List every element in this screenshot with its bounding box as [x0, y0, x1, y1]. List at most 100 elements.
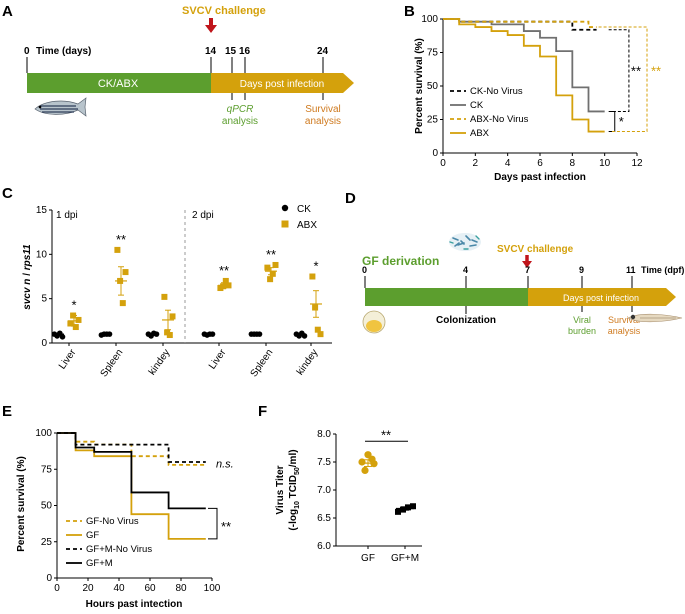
y-tick-label-c: 15 — [36, 205, 48, 216]
y-axis-label-part-f: (-log — [288, 509, 299, 531]
category-label-c: kindey — [295, 347, 321, 377]
infection-label: Days post infection — [240, 79, 325, 90]
y-tick-label-b: 100 — [421, 14, 438, 25]
point-ck — [59, 333, 66, 340]
panel-d-label: D — [345, 190, 356, 207]
y-tick-label-f: 8.0 — [317, 429, 331, 440]
tick-d-label-9: 9 — [579, 265, 584, 275]
legend-label-b: CK-No Virus — [470, 86, 523, 97]
zebrafish-embryo-icon — [362, 310, 386, 334]
y-axis-label-part-c: rps11 — [22, 244, 33, 270]
significance-f: ** — [381, 427, 391, 442]
point-abx — [119, 300, 126, 307]
legend-label-c: CK — [297, 204, 311, 215]
zebrafish-adult-icon — [34, 97, 87, 117]
qpcr-label: qPCR — [227, 104, 254, 115]
x-tick-label-b: 10 — [599, 158, 611, 169]
panel-f-label: F — [258, 403, 267, 420]
panel-a-label: A — [2, 3, 13, 20]
red-down-arrow-icon — [522, 255, 532, 268]
significance-b: ** — [631, 63, 641, 78]
microbe-cluster-icon — [449, 233, 481, 251]
x-tick-label-e: 40 — [113, 583, 125, 594]
panel-a: A SVCV challenge 0 Time (days) 14 15 16 … — [2, 3, 354, 127]
y-axis-label-c: svcv n / rps11 — [22, 244, 33, 310]
series-line-b — [443, 18, 605, 113]
red-down-arrow-icon — [205, 18, 217, 33]
category-label-c: Spleen — [99, 347, 126, 379]
x-tick-label-e: 80 — [175, 583, 187, 594]
point-gfm — [400, 506, 406, 513]
category-label-f: GF — [361, 553, 375, 564]
category-label-f: GF+M — [391, 553, 419, 564]
y-axis-label-part-f: TCID — [288, 475, 299, 501]
point-gfm — [395, 508, 401, 515]
panel-f: F 6.0 6.5 7.0 7.5 8.0 GF GF+M Virus Titer(-log1… — [258, 403, 422, 564]
significance-e: ** — [221, 519, 231, 534]
significance-bracket-e — [208, 507, 218, 540]
significance-b: ** — [651, 63, 661, 78]
time-label: Time (days) — [36, 46, 91, 57]
panel-e: E 0 25 50 75 100 0 20 40 60 80 100 Hours past intec… — [2, 403, 234, 610]
significance-bracket-b — [608, 29, 630, 112]
point-abx — [166, 332, 173, 339]
y-tick-label-f: 6.0 — [317, 541, 331, 552]
point-abx — [67, 320, 74, 327]
legend-label-c: ABX — [297, 220, 317, 231]
y-axis-label-part-f: /ml) — [288, 449, 299, 467]
point-abx — [309, 273, 316, 280]
point-abx — [169, 313, 176, 320]
y-axis-label-part-f: 10 — [294, 501, 301, 509]
legend-marker-c — [281, 220, 289, 228]
treatment-label: CK/ABX — [98, 78, 139, 90]
panel-e-label: E — [2, 403, 12, 420]
infection-bar — [211, 73, 354, 93]
point-abx — [220, 283, 227, 290]
significance-bracket-b — [598, 26, 648, 133]
point-abx — [114, 246, 121, 253]
point-gf — [361, 466, 369, 474]
expression-chart-c: 0 5 10 15 1 dpi 2 dpi svcv n / rps11 Liver Splee… — [22, 204, 332, 379]
point-abx — [272, 261, 279, 268]
qpcr-label-2: analysis — [222, 116, 258, 127]
y-tick-label-b: 50 — [427, 81, 439, 92]
point-abx — [267, 276, 274, 283]
x-axis-label-e: Hours past intection — [86, 599, 183, 610]
viral-burden-label-2: burden — [568, 326, 596, 336]
legend-marker-c — [281, 204, 289, 212]
x-tick-label-e: 100 — [204, 583, 221, 594]
category-label-c: Liver — [207, 347, 229, 372]
y-axis-label-f-2: (-log10 TCID50/ml) — [288, 449, 301, 530]
point-abx — [122, 269, 129, 276]
legend-label-e: GF-No Virus — [86, 516, 139, 527]
point-gf — [368, 455, 376, 463]
y-tick-label-b: 75 — [427, 48, 439, 59]
y-tick-label-c: 10 — [36, 249, 48, 260]
series-line-b — [443, 18, 605, 133]
point-gfm — [405, 504, 411, 511]
tick-label-24: 24 — [317, 46, 329, 57]
point-abx — [269, 270, 276, 277]
category-label-c: Spleen — [249, 347, 276, 379]
treatment-bar — [27, 73, 211, 93]
colonization-label: Colonization — [436, 315, 496, 326]
panel-c: C 0 5 10 15 1 dpi 2 dpi svcv n / rps11 Liver Spl… — [2, 185, 332, 379]
y-tick-label-f: 7.5 — [317, 457, 331, 468]
survival-chart-e: 0 25 50 75 100 0 20 40 60 80 100 Hours past intecti… — [16, 428, 234, 610]
y-axis-label-e: Percent survival (%) — [16, 456, 27, 552]
viral-burden-label: Viral — [573, 315, 591, 325]
survival-analysis-label: Survival — [305, 104, 341, 115]
survival-analysis-label-d: Survival — [608, 315, 640, 325]
tick-d-label-11: 11 — [626, 265, 636, 275]
panel-b: B 0 25 50 75 100 0 2 4 6 8 10 12 Days past infection… — [404, 3, 661, 183]
y-axis-label-f: Virus Titer — [275, 465, 286, 514]
panel-b-label: B — [404, 3, 415, 20]
series-line-e — [57, 432, 206, 510]
significance-b: * — [619, 114, 624, 129]
x-tick-label-b: 0 — [440, 158, 446, 169]
significance-e: n.s. — [216, 458, 234, 470]
x-tick-label-b: 2 — [473, 158, 479, 169]
point-abx — [264, 264, 271, 271]
infection-label-d: Days post infection — [563, 293, 639, 303]
point-abx — [161, 293, 168, 300]
